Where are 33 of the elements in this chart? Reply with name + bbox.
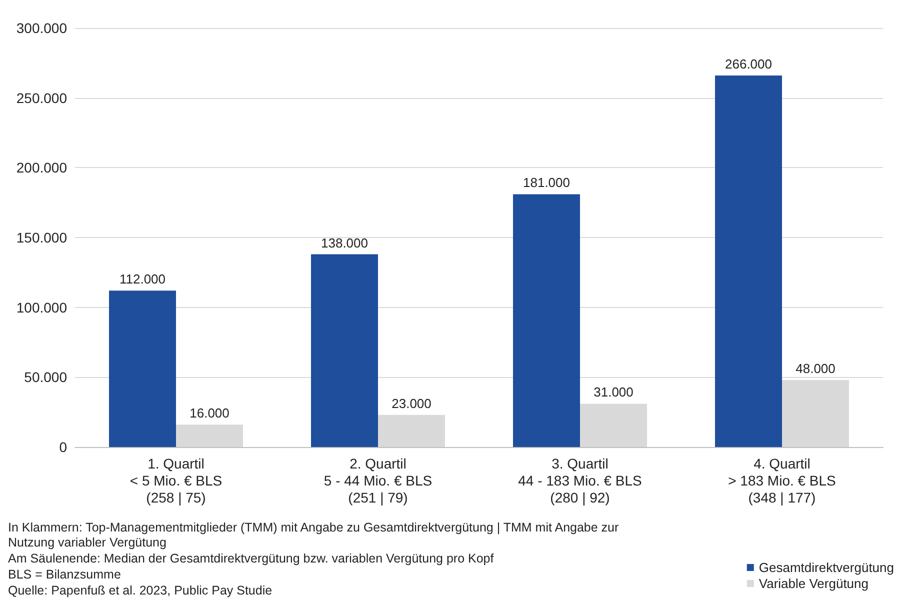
bar xyxy=(378,414,445,447)
bar xyxy=(311,254,378,447)
data-label: 16.000 xyxy=(190,406,230,421)
data-label: 181.000 xyxy=(523,175,570,190)
legend-label: Gesamtdirektvergütung xyxy=(758,560,894,575)
y-tick-label: 150.000 xyxy=(16,230,68,246)
text: In Klammern: Top-Managementmitglieder (TMM) mit Angabe zu Gesamtdirektvergütung | TMM mit Angabe zur Nutzung variabler Vergütung xyxy=(8,520,619,550)
bar xyxy=(715,75,782,447)
text: Am Säulenende: Median der Gesamtdirektvergütung bzw. variablen Vergütung pro Kopf xyxy=(8,552,494,566)
y-tick-label: 100.000 xyxy=(16,299,68,316)
bar xyxy=(109,290,176,447)
source-note: Quelle: Papenfuß et al. 2023, Public Pay Studie xyxy=(8,584,272,598)
legend-label: Variable Vergütung xyxy=(758,576,868,591)
data-label: 48.000 xyxy=(796,360,836,376)
data-label: 23.000 xyxy=(392,396,432,411)
data-label: 112.000 xyxy=(119,272,166,287)
bar xyxy=(176,424,243,447)
data-label: 266.000 xyxy=(725,56,772,72)
x-tick-label: 1. Quartil < 5 Mio. € BLS (258 | 75) xyxy=(130,456,222,506)
y-tick-label: 250.000 xyxy=(16,90,68,106)
data-label: 138.000 xyxy=(321,235,368,250)
text: BLS = Bilanzsumme xyxy=(8,568,121,582)
x-tick-label: 4. Quartil > 183 Mio. € BLS (348 | 177) xyxy=(728,456,836,506)
x-tick-label: 3. Quartil 44 - 183 Mio. € BLS (280 | 92) xyxy=(518,456,642,506)
bar xyxy=(513,194,580,447)
y-tick-label: 200.000 xyxy=(16,160,68,176)
bar xyxy=(580,404,647,447)
data-label: 31.000 xyxy=(594,384,634,400)
y-tick-label: 0 xyxy=(59,439,68,455)
y-tick-label: 50.000 xyxy=(24,369,68,386)
x-tick-label: 2. Quartil 5 - 44 Mio. € BLS (251 | 79) xyxy=(324,456,432,506)
bar xyxy=(782,380,849,447)
y-tick-label: 300.000 xyxy=(16,20,68,36)
